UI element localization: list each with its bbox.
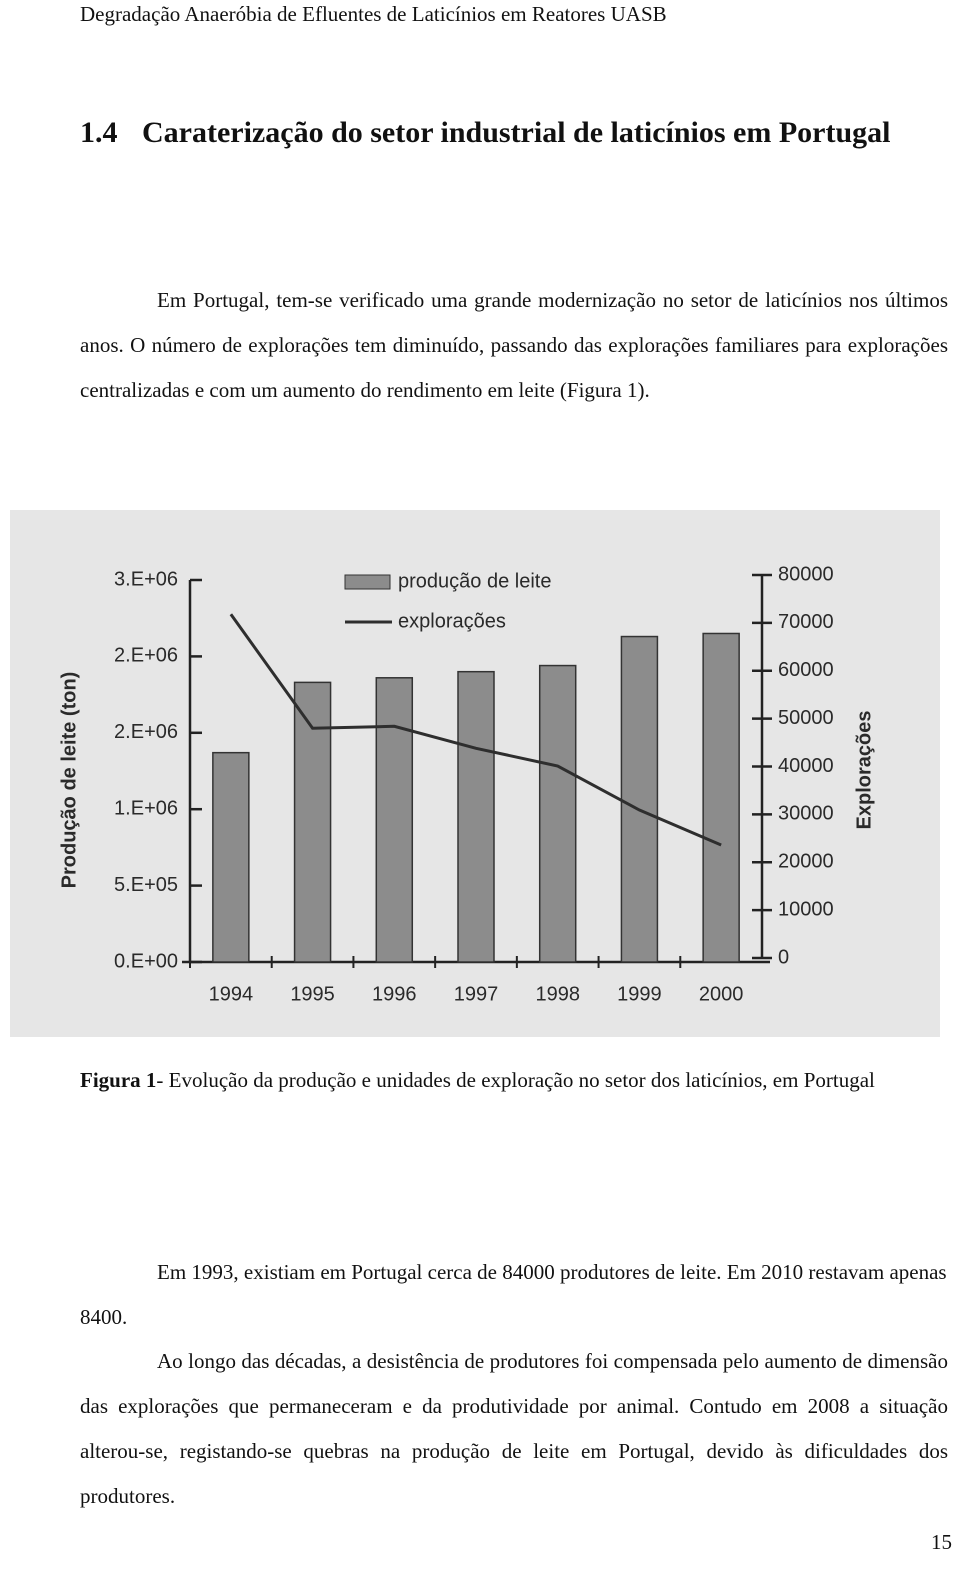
caption-label: Figura 1 [80,1068,157,1092]
bar [538,664,577,963]
line [229,613,722,847]
bar [375,677,414,963]
bar [457,670,495,963]
y-axis-title: Produção de leite (ton) [58,672,80,889]
y-tick-label: 2.E+06 [114,645,178,667]
running-header: Degradação Anaeróbia de Efluentes de Lat… [80,2,667,26]
y2-tick-label: 80000 [778,563,834,585]
section-heading: 1.4 Caraterização do setor industrial de… [80,110,948,156]
bar [620,635,659,963]
paragraph: Em 1993, existiam em Portugal cerca de 8… [80,1260,947,1329]
figure-caption: Figura 1- Evolução da produção e unidade… [0,1058,948,1103]
chart: Produção de leite (ton) Explorações 0.E+… [10,510,940,1037]
x-tick-label: 1997 [454,983,499,1005]
y2-tick-label: 70000 [778,611,834,633]
x-tick-label: 1995 [290,983,335,1005]
legend-label: produção de leite [398,570,551,592]
y-tick-label: 3.E+06 [114,568,178,590]
y-tick-label: 0.E+00 [114,950,178,972]
y2-tick-label: 40000 [778,755,834,777]
y2-axis-title: Explorações [853,711,875,830]
y2-tick-label: 20000 [778,851,834,873]
bar [293,681,332,963]
y-tick-label: 1.E+06 [114,797,178,819]
x-tick-label: 2000 [699,983,744,1005]
legend-swatch [344,574,391,590]
y2-tick-label: 50000 [778,707,834,729]
y-tick-label: 2.E+06 [114,721,178,743]
paragraph: Em Portugal, tem-se verificado uma grand… [80,288,948,402]
y2-tick-label: 0 [778,946,789,968]
page-number: 15 [931,1530,952,1554]
caption-text: - Evolução da produção e unidades de exp… [156,1068,875,1092]
y2-tick-label: 60000 [778,659,834,681]
bar [702,632,740,963]
x-tick-label: 1999 [617,983,662,1005]
y2-tick-label: 10000 [778,898,834,920]
x-tick-label: 1994 [209,983,254,1005]
x-tick-label: 1998 [535,983,580,1005]
paragraph: Ao longo das décadas, a desistência de p… [80,1349,948,1508]
legend-label: explorações [398,610,506,632]
section-title: Caraterização do setor industrial de lat… [142,116,891,149]
bar [212,751,250,963]
section-number: 1.4 [80,116,118,149]
x-tick-label: 1996 [372,983,417,1005]
y2-tick-label: 30000 [778,803,834,825]
y-tick-label: 5.E+05 [114,874,178,896]
